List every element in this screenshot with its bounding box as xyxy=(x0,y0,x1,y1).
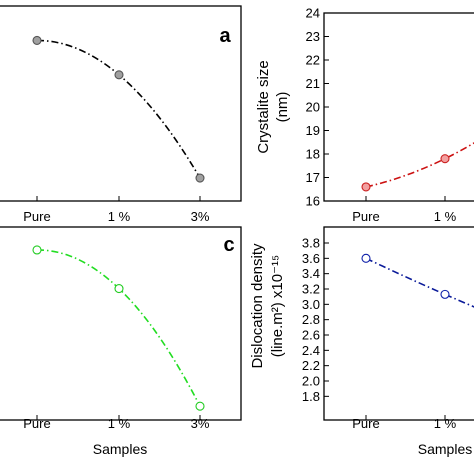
data-point xyxy=(361,182,371,192)
panel-b: 16 17 18 19 20 21 22 23 24 Pure 1 % Crystalite si… xyxy=(255,6,474,224)
data-point xyxy=(32,245,42,255)
x-tick-label: 1 % xyxy=(434,416,457,431)
x-tick-label: 1 % xyxy=(108,209,131,224)
y-tick-label: 18 xyxy=(306,147,320,162)
trend-line xyxy=(365,257,474,308)
y-tick-label: 2.4 xyxy=(302,343,320,358)
y-tick-label: 21 xyxy=(306,76,320,91)
y-tick-label: 2.2 xyxy=(302,358,320,373)
data-point xyxy=(361,253,371,263)
y-tick-label: 3.6 xyxy=(302,251,320,266)
y-tick-label: 3.0 xyxy=(302,297,320,312)
y-tick-label: 17 xyxy=(306,170,320,185)
panel-c: c Pure 1 % 3% Samples xyxy=(0,226,242,457)
panel-c-frame xyxy=(0,226,242,421)
y-tick-label: 3.4 xyxy=(302,266,320,281)
y-tick-label: 24 xyxy=(306,6,320,21)
data-point xyxy=(440,154,450,164)
panel-d-frame xyxy=(323,226,474,421)
x-tick-label: Pure xyxy=(352,416,379,431)
data-point xyxy=(440,289,450,299)
panel-d: 1.82.02.22.42.62.83.03.23.43.63.8 Pure 1 … xyxy=(249,226,474,457)
y-tick-label: 16 xyxy=(306,194,320,209)
panel-d-ylabel-line1: Dislocation density xyxy=(249,243,266,369)
y-tick-label: 23 xyxy=(306,29,320,44)
data-point xyxy=(32,35,42,45)
x-tick-label: 3% xyxy=(191,416,210,431)
data-point xyxy=(114,70,124,80)
trend-line xyxy=(36,39,201,179)
x-tick-label: Pure xyxy=(23,209,50,224)
data-point xyxy=(195,401,205,411)
x-tick-label: Pure xyxy=(23,416,50,431)
y-tick-label: 2.8 xyxy=(302,312,320,327)
panel-b-ylabel-line1: Crystalite size xyxy=(255,60,272,153)
panel-a: a Pure 1 % 3% xyxy=(0,5,242,224)
panel-c-label: c xyxy=(223,234,234,256)
y-tick-label: 1.8 xyxy=(302,389,320,404)
panel-d-ylabel-line2: (line.m²) x10⁻¹⁵ xyxy=(269,255,286,357)
y-tick-label: 3.2 xyxy=(302,282,320,297)
y-tick-label: 2.6 xyxy=(302,328,320,343)
panel-a-label: a xyxy=(219,25,231,47)
panel-a-frame xyxy=(0,5,242,202)
panel-c-xlabel: Samples xyxy=(93,441,147,457)
y-tick-label: 19 xyxy=(306,123,320,138)
trend-line xyxy=(365,142,474,188)
data-point xyxy=(114,284,124,294)
x-tick-label: 1 % xyxy=(434,209,457,224)
x-tick-label: 1 % xyxy=(108,416,131,431)
y-tick-label: 22 xyxy=(306,53,320,68)
y-tick-label: 3.8 xyxy=(302,236,320,251)
panel-d-xlabel: Samples xyxy=(418,441,472,457)
panel-b-ylabel-line2: (nm) xyxy=(274,92,291,123)
panel-b-frame xyxy=(323,12,474,202)
x-tick-label: Pure xyxy=(352,209,379,224)
y-tick-label: 20 xyxy=(306,100,320,115)
data-point xyxy=(195,173,205,183)
y-tick-label: 2.0 xyxy=(302,374,320,389)
trend-line xyxy=(36,249,201,407)
x-tick-label: 3% xyxy=(191,209,210,224)
